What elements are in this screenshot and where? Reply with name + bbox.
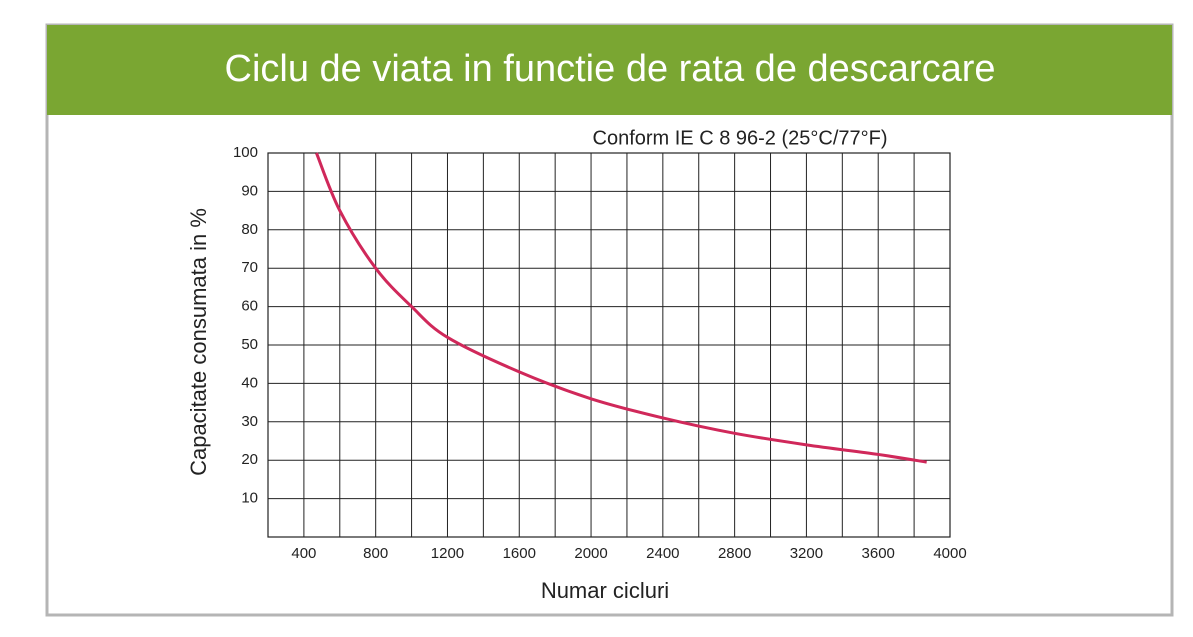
y-tick-label: 90 xyxy=(241,182,258,199)
x-tick-label: 3600 xyxy=(862,545,895,562)
y-tick-label: 80 xyxy=(241,221,258,238)
x-axis-label: Numar cicluri xyxy=(541,578,669,603)
y-tick-label: 30 xyxy=(241,413,258,430)
x-tick-label: 400 xyxy=(291,545,316,562)
chart-title: Ciclu de viata in functie de rata de des… xyxy=(225,48,996,90)
x-tick-label: 4000 xyxy=(933,545,966,562)
panel xyxy=(45,23,1174,617)
y-tick-label: 20 xyxy=(241,451,258,468)
line-series xyxy=(315,152,927,464)
x-tick-label: 1200 xyxy=(431,545,464,562)
y-tick-label: 100 xyxy=(233,144,258,161)
y-tick-label: 50 xyxy=(241,336,258,353)
x-tick-label: 2000 xyxy=(574,545,607,562)
x-tick-label: 1600 xyxy=(503,545,536,562)
y-tick-label: 10 xyxy=(241,490,258,507)
y-tick-label: 70 xyxy=(241,259,258,276)
subtitle: Conform IE C 8 96-2 (25°C/77°F) xyxy=(593,127,888,149)
y-tick-label: 40 xyxy=(241,374,258,391)
x-tick-label: 2800 xyxy=(718,545,751,562)
x-tick-label: 3200 xyxy=(790,545,823,562)
x-tick-label: 2400 xyxy=(646,545,679,562)
header xyxy=(47,25,1172,115)
y-axis-label: Capacitate consumata in % xyxy=(186,208,211,476)
y-tick-label: 60 xyxy=(241,298,258,315)
x-tick-label: 800 xyxy=(363,545,388,562)
